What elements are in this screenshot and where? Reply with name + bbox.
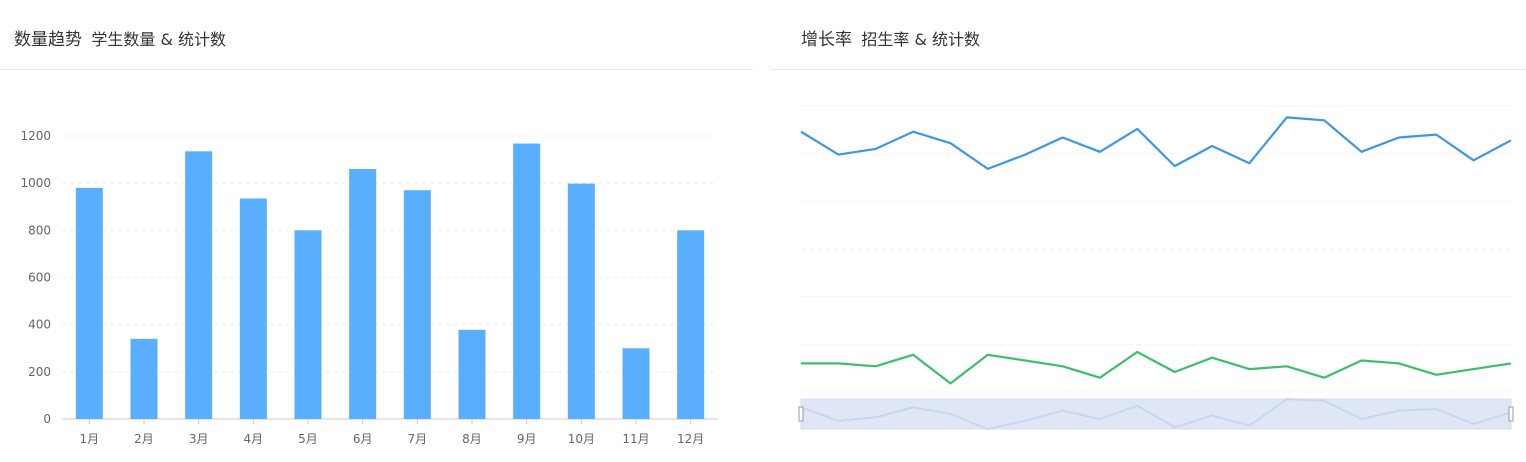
y-tick-label: 600 [28,271,51,285]
panel-title-sub: 招生率 & 统计数 [861,30,981,49]
bar[interactable] [349,169,377,419]
x-tick-label: 11月 [622,432,649,446]
bar[interactable] [239,198,267,419]
panel-title-main: 增长率 [801,30,852,50]
y-tick-label: 0 [43,412,51,426]
x-tick-label: 3月 [189,432,209,446]
bar[interactable] [294,230,322,419]
bar-chart: 0 200 400 600 800 1000 1200 1月 2月 3月 4月 5月 6月 7月 8月 9月 1… [20,129,718,446]
series-line [801,350,1512,385]
zoom-slider[interactable] [800,398,1512,430]
line-chart [798,105,1514,431]
bar[interactable] [185,151,213,419]
x-tick-label: 1月 [80,432,100,446]
series-line [800,116,1512,170]
bar[interactable] [458,329,486,419]
panel-title: 增长率 招生率 & 统计数 [801,25,980,50]
y-tick-label: 800 [28,223,51,237]
bar[interactable] [567,183,595,419]
bar[interactable] [130,338,158,419]
y-tick-label: 1000 [20,176,51,190]
x-tick-label: 10月 [568,432,595,446]
bar[interactable] [75,187,103,419]
panel-header: 数量趋势 学生数量 & 统计数 [0,0,753,70]
y-tick-label: 1200 [20,129,51,143]
panel-header: 增长率 招生率 & 统计数 [771,0,1526,70]
student-count-panel: 数量趋势 学生数量 & 统计数 0 200 400 600 800 1000 1200 1月 2… [0,0,753,462]
x-tick-label: 6月 [353,432,373,446]
x-tick-label: 2月 [134,432,154,446]
x-tick-label: 12月 [677,432,704,446]
x-tick-label: 9月 [517,432,537,446]
bar[interactable] [677,230,705,419]
bar[interactable] [622,348,650,419]
x-tick-label: 5月 [298,432,318,446]
growth-rate-panel: 增长率 招生率 & 统计数 [771,0,1526,462]
zoom-preview-line [800,397,1512,431]
panel-title-main: 数量趋势 [14,30,82,50]
x-tick-label: 8月 [462,432,482,446]
y-tick-label: 200 [28,365,51,379]
bar[interactable] [403,190,431,419]
panel-title-sub: 学生数量 & 统计数 [91,30,227,49]
x-tick-label: 4月 [244,432,264,446]
y-tick-label: 400 [28,318,51,332]
bar[interactable] [513,143,541,419]
x-tick-label: 7月 [408,432,428,446]
zoom-handle-right[interactable] [1508,406,1514,422]
panel-title: 数量趋势 学生数量 & 统计数 [14,25,226,50]
zoom-handle-left[interactable] [798,406,804,422]
